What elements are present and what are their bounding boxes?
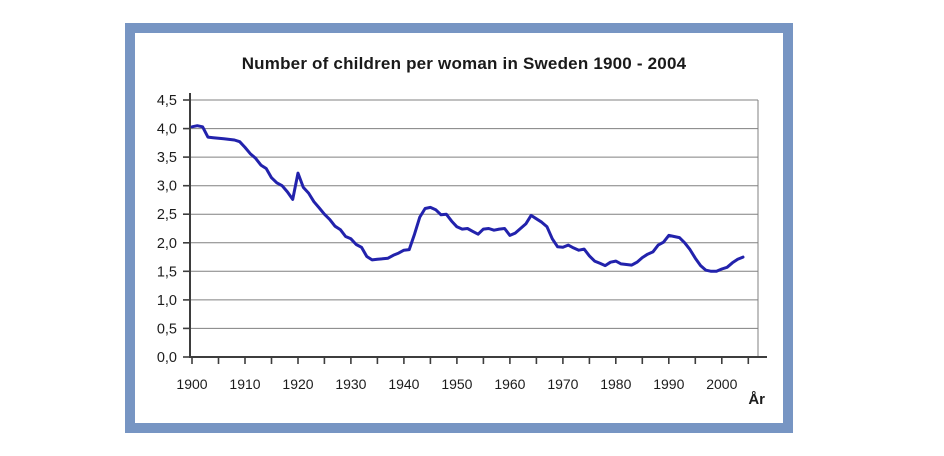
series-line-children-per-woman: [190, 124, 745, 273]
x-tick-label: 1900: [176, 376, 207, 392]
x-tick-label: 1990: [653, 376, 684, 392]
y-tick-labels: 0,0 0,5 1,0 1,5 2,0 2,5 3,0 3,5 4,0 4,5: [157, 93, 177, 366]
y-tick-label: 0,0: [157, 350, 177, 366]
y-gridlines: [190, 99, 758, 329]
y-tick-label: 3,0: [157, 179, 177, 195]
x-tick-label: 1930: [335, 376, 366, 392]
x-tick-label: 2000: [706, 376, 737, 392]
y-tick-label: 1,0: [157, 293, 177, 309]
chart-title: Number of children per woman in Sweden 1…: [241, 54, 687, 73]
x-tick-label: 1920: [282, 376, 313, 392]
x-tick-label: 1970: [547, 376, 578, 392]
x-tick-label: 1940: [388, 376, 419, 392]
x-axis-title: År: [748, 391, 765, 408]
axes: [189, 93, 767, 358]
x-tick-label: 1960: [494, 376, 525, 392]
outer-frame: Number of children per woman in Sweden 1…: [125, 23, 793, 433]
y-tick-label: 2,5: [157, 207, 177, 223]
axis-ticks: [183, 99, 750, 364]
y-tick-label: 4,0: [157, 122, 177, 138]
y-tick-label: 4,5: [157, 93, 177, 109]
y-tick-label: 3,5: [157, 150, 177, 166]
y-tick-label: 0,5: [157, 321, 177, 337]
y-tick-label: 1,5: [157, 264, 177, 280]
x-tick-label: 1950: [441, 376, 472, 392]
x-tick-label: 1980: [600, 376, 631, 392]
x-tick-labels: 1900 1910 1920 1930 1940 1950 1960 1970 1980 1990…: [176, 376, 737, 392]
x-tick-label: 1910: [229, 376, 260, 392]
y-tick-label: 2,0: [157, 236, 177, 252]
